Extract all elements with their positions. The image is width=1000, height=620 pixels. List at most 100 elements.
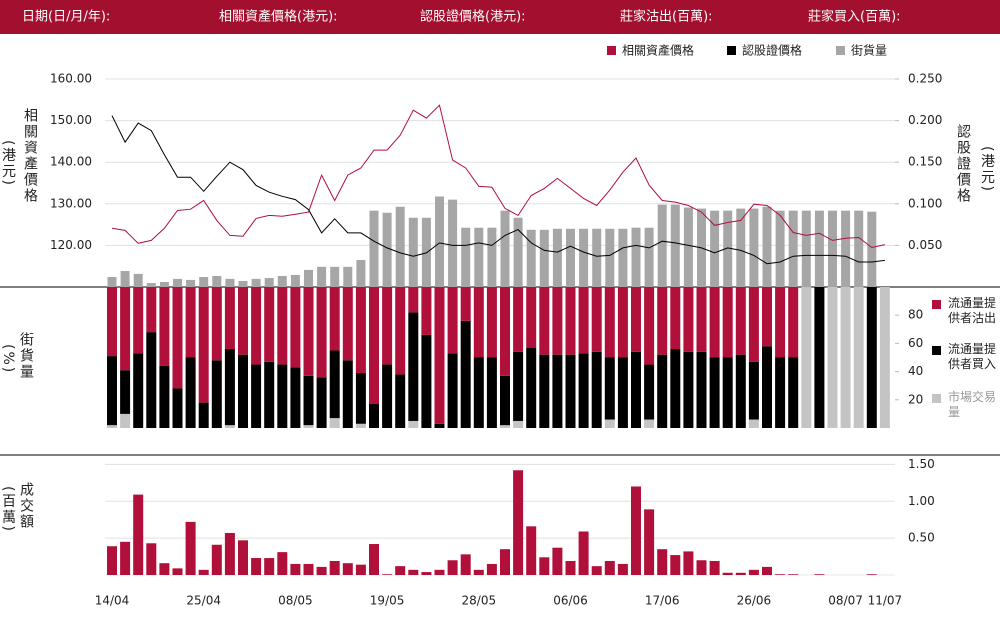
bar [775, 210, 785, 287]
x-tick-label: 28/05 [462, 594, 497, 608]
stacked-bar-segment [513, 351, 524, 421]
bar [788, 574, 799, 575]
bar [670, 204, 680, 287]
stacked-bar-segment [565, 354, 576, 428]
stacked-bar-segment [762, 287, 772, 347]
stacked-bar-segment [670, 349, 681, 428]
bar [120, 541, 131, 575]
stacked-bar-segment [303, 425, 314, 428]
axis-title: (港元) [0, 140, 16, 187]
bar [159, 563, 170, 575]
bar [722, 572, 733, 575]
stacked-bar-segment [238, 287, 248, 355]
legend-swatch [836, 46, 845, 55]
bar [631, 486, 641, 575]
stacked-bar-segment [395, 374, 406, 428]
stacked-bar-segment [565, 287, 576, 355]
stacked-bar-segment [329, 287, 340, 351]
stacked-bar-segment [329, 350, 340, 419]
stacked-bar-segment [224, 425, 235, 428]
stacked-bar-segment [277, 364, 288, 428]
stacked-bar-segment [120, 287, 131, 371]
bar [696, 560, 707, 575]
bar [316, 566, 327, 575]
bar [566, 228, 575, 287]
stacked-bar-segment [709, 287, 720, 358]
x-tick-label: 19/05 [370, 594, 405, 608]
legend-swatch [727, 46, 736, 55]
bar [461, 227, 471, 287]
stacked-bar-segment [617, 357, 628, 428]
stacked-bar-segment [735, 354, 746, 428]
stacked-bar-segment [473, 357, 484, 428]
stacked-bar-segment [408, 312, 419, 421]
stacked-bar-segment [513, 420, 524, 428]
bar [408, 217, 418, 287]
bar [579, 228, 589, 287]
stacked-bar-segment [631, 351, 641, 428]
bar [355, 564, 366, 575]
stacked-bar-segment [631, 287, 641, 352]
stacked-bar-segment [526, 347, 537, 428]
bar [343, 266, 353, 287]
stacked-bar-segment [683, 287, 694, 352]
bar [644, 227, 654, 287]
stacked-bar-segment [211, 287, 222, 361]
stacked-bar-segment [814, 287, 825, 428]
bar [723, 210, 733, 287]
stacked-bar-segment [342, 287, 353, 361]
bar [473, 569, 484, 575]
stacked-bar-segment [198, 402, 209, 428]
stacked-bar-segment [827, 287, 838, 428]
bar [146, 543, 157, 575]
header-label: 日期(日/月/年): [22, 10, 110, 25]
stacked-bar-segment [748, 361, 759, 420]
stacked-bar-segment [748, 419, 759, 428]
x-tick-label: 08/07 [828, 594, 863, 608]
legend-item: 市場交易量 [932, 390, 1000, 420]
stacked-bar-segment [133, 287, 144, 354]
stacked-bar-segment [460, 287, 471, 321]
stacked-bar-segment [801, 287, 812, 428]
stacked-bar-segment [788, 357, 799, 428]
stacked-bar-segment [421, 287, 432, 335]
bar [617, 563, 628, 575]
bar [199, 277, 209, 287]
bar [591, 566, 602, 575]
bar [421, 572, 432, 575]
stacked-bar-segment [408, 420, 419, 428]
legend-label: 流通量提供者買入 [948, 342, 997, 371]
stacked-bar-segment [355, 423, 366, 428]
bar [762, 206, 772, 287]
bar [435, 196, 444, 287]
bar [382, 574, 393, 575]
bar [710, 210, 720, 287]
stacked-bar-segment [146, 287, 157, 333]
bar [618, 228, 628, 287]
stacked-bar-segment [355, 287, 366, 374]
bar [356, 259, 366, 287]
axis-title: 街貨量 [18, 332, 34, 380]
axis-title: 相關資產價格 [22, 108, 38, 204]
axis-title: (%) [0, 344, 16, 374]
stacked-bar-segment [185, 287, 196, 358]
y-tick-label: 150.00 [50, 113, 92, 127]
bar [290, 563, 301, 575]
stacked-bar-segment [395, 287, 406, 375]
bar [592, 228, 602, 287]
bar [657, 549, 668, 575]
stacked-bar-segment [369, 287, 379, 405]
y2-tick-label: 0.100 [908, 196, 942, 210]
bar [303, 563, 314, 575]
x-tick-label: 11/07 [868, 594, 903, 608]
stacked-bar-segment [382, 287, 393, 365]
y-tick-label: 120.00 [50, 238, 92, 252]
bar [539, 229, 549, 287]
stacked-bar-segment [107, 287, 117, 357]
header-label: 莊家沽出(百萬): [620, 9, 713, 25]
stacked-bar-segment [578, 287, 589, 354]
stacked-bar-segment [211, 360, 222, 428]
bar [395, 206, 405, 287]
axis-title: 認股證價格 [955, 124, 971, 204]
y2-tick-label: 0.250 [908, 72, 942, 86]
